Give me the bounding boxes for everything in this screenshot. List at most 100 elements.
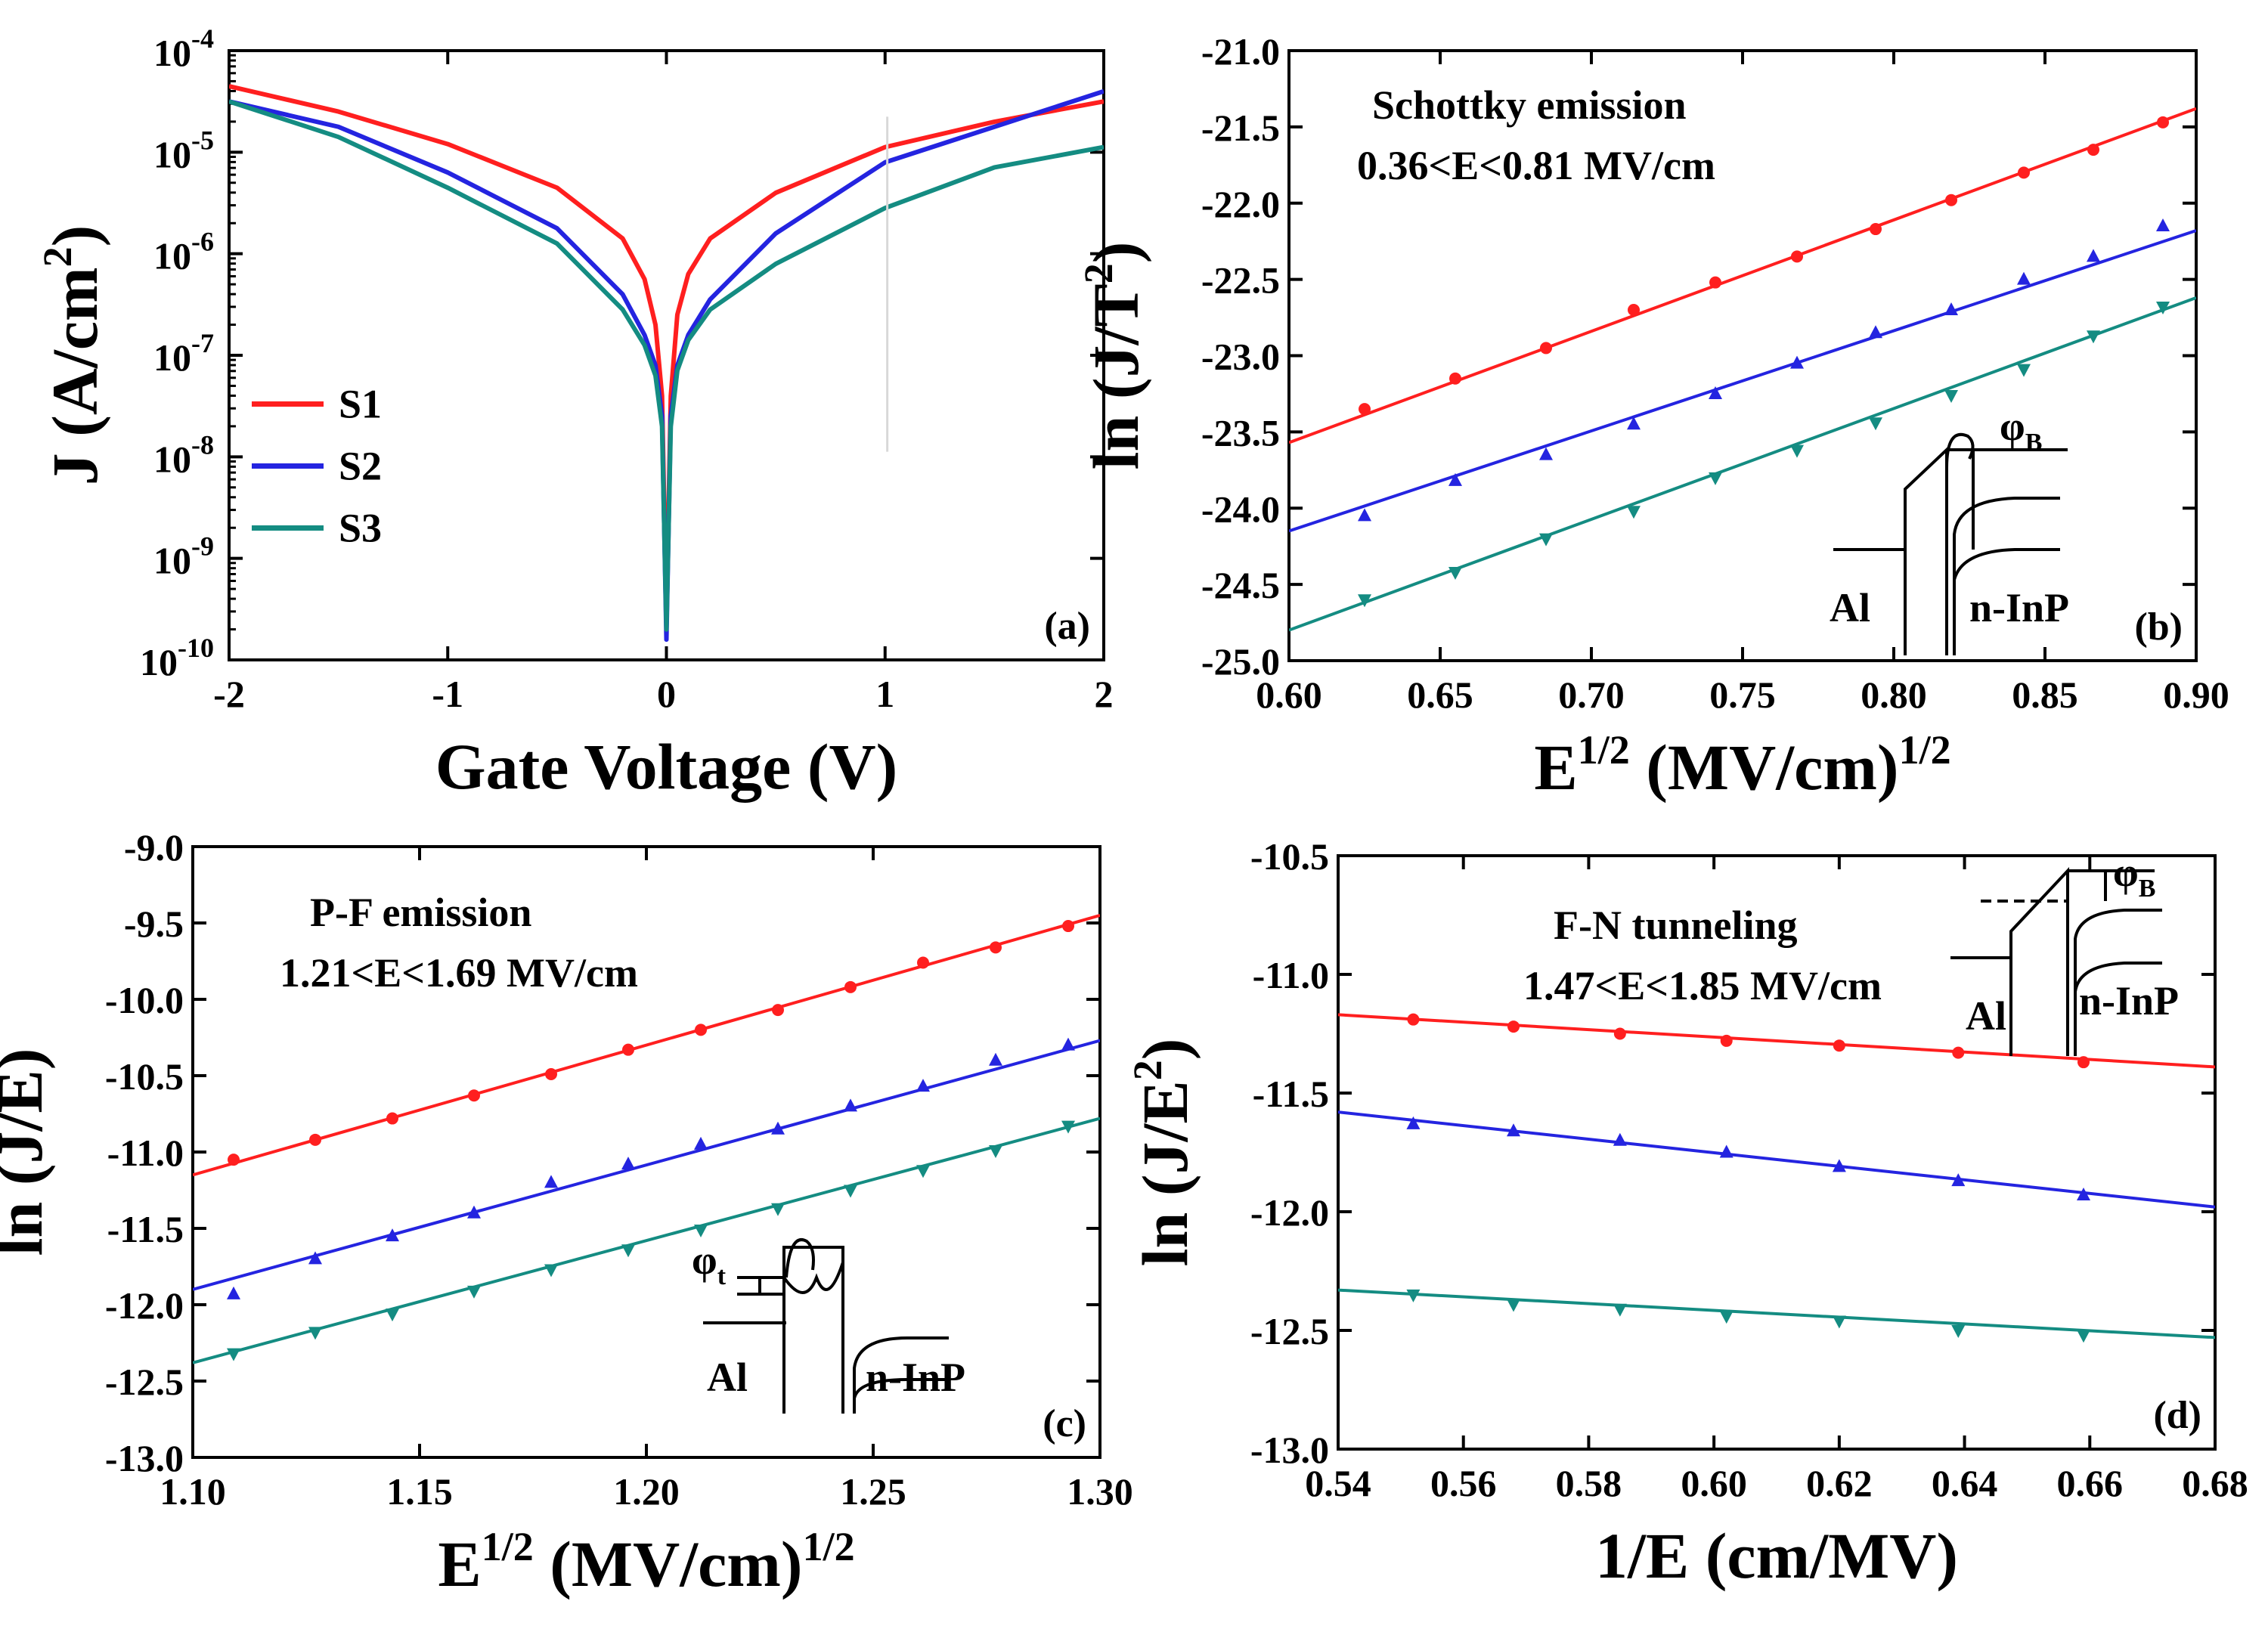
data-point-S3 [1061,1120,1075,1134]
y-tick-label-c: -11.5 [107,1208,184,1250]
y-tick-label-d: -11.0 [1253,954,1329,996]
data-point-S1 [1628,303,1640,316]
x-tick-label-a: 1 [875,673,894,715]
data-point-S3 [386,1308,399,1322]
data-point-S2 [2087,249,2100,262]
data-point-S3 [544,1264,558,1277]
y-axis-label-c: ln (J/E) [0,1048,56,1256]
inset-metal-label-b: Al [1830,585,1870,630]
data-point-S3 [1832,1315,1846,1329]
data-point-S2 [771,1121,785,1135]
x-tick-label-a: 0 [657,673,676,715]
y-tick-label-a: 10-9 [153,531,214,582]
x-tick-label-c: 1.20 [613,1470,680,1513]
data-point-S3 [1613,1303,1627,1317]
data-point-S3 [2087,330,2100,344]
x-axis-label-main: E [1534,731,1577,804]
y-tick-exponent: -7 [191,328,214,358]
y-tick-label-b: -25.0 [1201,640,1280,683]
y-tick-label-c: -12.0 [105,1284,184,1327]
data-point-S1 [2077,1056,2090,1069]
x-tick-label-d: 0.60 [1681,1462,1747,1504]
data-point-S1 [2157,116,2169,129]
panel-b: 0.60 0.65 0.70 0.75 0.80 0.85 0.90 -21.0 -21.5 -2… [1076,30,2229,804]
band-diagram-d: φB Al n-InP [1950,850,2179,1056]
y-tick-base: 10 [153,32,191,74]
x-axis-label-mid: (MV/cm) [1630,731,1899,804]
data-point-S2 [386,1228,399,1242]
data-point-S2 [544,1175,558,1188]
y-tick-label-b: -24.5 [1201,564,1280,606]
inset-phi-d-main: φ [2113,850,2139,895]
data-point-S2 [2156,218,2170,232]
x-tick-label-c: 1.30 [1067,1470,1133,1513]
data-point-S3 [844,1185,857,1198]
data-point-S2 [1719,1144,1734,1158]
data-point-S2 [989,1052,1002,1066]
inset-semiconductor-label-c: n-InP [866,1355,965,1400]
x-tick-label-c: 1.25 [840,1470,906,1513]
y-tick-label-c: -9.5 [124,903,184,945]
y-tick-exponent: -9 [191,531,214,562]
data-point-S1 [1507,1020,1520,1033]
inset-metal-label-b-main: Al [1830,585,1870,630]
x-axis-label-text: Gate Voltage (V) [435,730,897,803]
data-point-S3 [1358,594,1371,608]
data-point-S2 [1448,472,1462,486]
y-axis-label-b: ln (J/T2) [1076,242,1152,470]
data-point-S1 [1720,1034,1733,1047]
panel-label-c: (c) [1043,1402,1086,1445]
data-point-S1 [2018,166,2030,179]
data-point-S3 [308,1327,322,1340]
data-point-S1 [1870,223,1882,236]
y-axis-label-end: ) [1129,1039,1201,1061]
trap-well [782,1262,844,1294]
emission-arrow [785,1238,815,1278]
y-tick-label-d: -13.0 [1250,1429,1329,1471]
y-axis-label-main: ln (J/E [1129,1080,1201,1266]
fit-line-S3 [1289,296,2196,632]
data-point-S3 [1719,1311,1734,1324]
x-tick-label-c: 1.10 [160,1470,226,1513]
data-point-S3 [1951,1325,1966,1338]
data-point-S3 [1869,417,1882,431]
data-point-S1 [1709,276,1721,289]
y-tick-label-b: -22.5 [1201,259,1280,302]
data-point-S1 [844,980,857,993]
data-point-S2 [467,1205,481,1219]
data-point-S3 [694,1225,708,1238]
band-diagram-c: φt Al n-InP [692,1237,965,1414]
x-tick-label-b: 0.85 [2012,674,2078,716]
inset-phi-d: φB [2113,850,2155,903]
y-tick-base: 10 [153,133,191,175]
annotation-range-d: 1.47<E<1.85 MV/cm [1523,963,1882,1008]
data-point-S1 [468,1089,480,1102]
data-point-S2 [694,1136,708,1150]
y-tick-label-c: -9.0 [124,826,184,869]
inset-semiconductor-label-b: n-InP [1969,585,2069,630]
x-tick-label-b: 0.65 [1407,674,1473,716]
data-point-S2 [916,1079,930,1092]
y-tick-label-a: 10-6 [153,227,214,277]
data-point-S2 [227,1286,240,1299]
data-point-S3 [2017,364,2031,377]
data-layer-b [1289,107,2196,632]
series-line-S2 [229,88,1104,643]
fit-line-S3 [193,1116,1100,1364]
data-point-S3 [916,1165,930,1178]
x-tick-label-d: 0.54 [1305,1462,1371,1504]
oxide-barrier [1904,446,1948,655]
panel-c: 1.10 1.15 1.20 1.25 1.30 -9.0 -9.5 -10.0 -10.5 -1… [0,826,1133,1600]
data-point-S1 [1407,1013,1420,1026]
data-point-S1 [228,1154,240,1166]
x-tick-label-d: 0.66 [2057,1462,2124,1504]
x-tick-label-b: 0.60 [1256,674,1322,716]
y-tick-exponent: -8 [191,429,214,460]
y-axis-label-main: ln (J/T [1080,283,1152,469]
data-point-S1 [990,941,1002,954]
x-tick-label-b: 0.80 [1861,674,1927,716]
y-tick-label-d: -12.5 [1250,1310,1329,1352]
inset-phi-b: φB [2000,404,2042,457]
x-axis-label-d: 1/E (cm/MV) [1595,1519,1958,1592]
oxide-barrier [2009,866,2069,1056]
